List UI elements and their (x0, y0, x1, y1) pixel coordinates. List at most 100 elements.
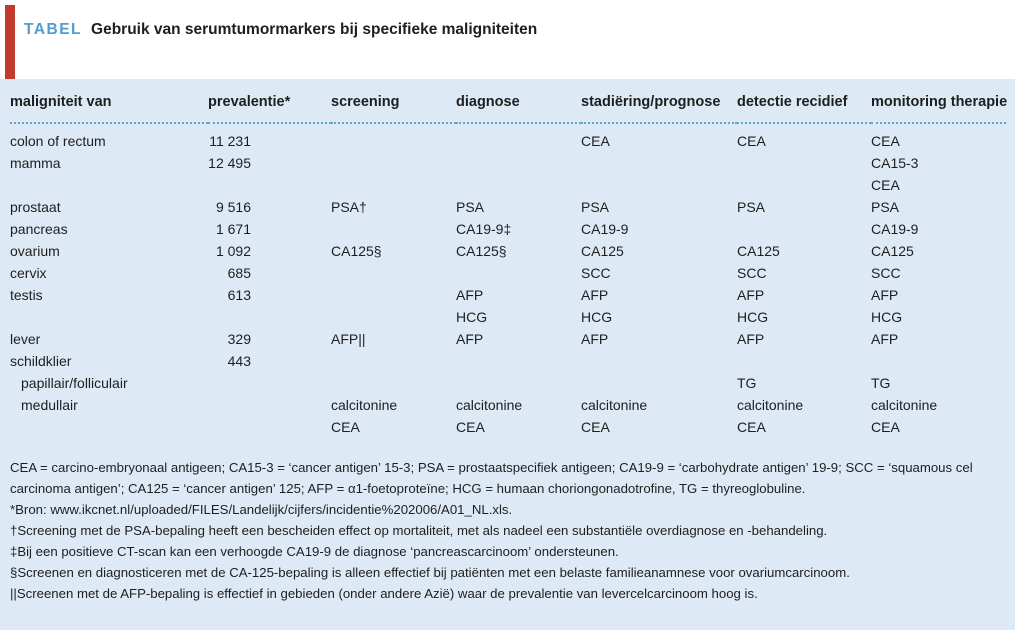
cell-screening (331, 350, 456, 372)
cell-stadiering: calcitonine (581, 397, 648, 413)
cell-screening (331, 218, 456, 240)
footnotes-block: CEA = carcino-embryonaal antigeen; CA15-… (10, 457, 1010, 604)
cell-stadiering: SCC (581, 265, 611, 281)
cell-screening (331, 174, 456, 196)
column-header-detectie: detectie recidief (737, 88, 871, 124)
footnote: §Screenen en diagnosticeren met de CA-12… (10, 565, 850, 580)
column-header-maligniteit: maligniteit van (10, 88, 208, 124)
cell-diagnose (456, 123, 581, 152)
cell-monitoring: calcitonine (871, 397, 938, 413)
cell-stadiering: CA125 (581, 243, 624, 259)
table-row: testis 613 AFP AFP AFP AFP (10, 284, 1006, 306)
cell-detectie (737, 350, 871, 372)
cell-detectie (737, 174, 871, 196)
cell-screening: AFP|| (331, 331, 366, 347)
cell-monitoring (871, 350, 1006, 372)
cell-prevalentie: 443 (227, 353, 251, 369)
cell-diagnose: AFP (456, 331, 484, 347)
table-header: maligniteit van prevalentie* screening diag… (10, 88, 1007, 124)
cell-prevalentie (208, 174, 331, 196)
cell-monitoring: CEA (871, 419, 900, 435)
cell-maligniteit: ovarium (10, 243, 60, 259)
cell-diagnose (456, 152, 581, 174)
cell-prevalentie: 9 516 (215, 199, 251, 215)
cell-prevalentie: 12 495 (208, 155, 251, 171)
table-row: CEA (10, 174, 1006, 196)
cell-diagnose: CA19-9‡ (456, 221, 512, 237)
cell-monitoring: CEA (871, 177, 900, 193)
cell-monitoring: AFP (871, 287, 899, 303)
cell-stadiering: CA19-9 (581, 221, 629, 237)
cell-stadiering: HCG (581, 309, 613, 325)
column-header-stadiering: stadiëring/prognose (581, 88, 737, 124)
cell-maligniteit: cervix (10, 265, 47, 281)
table-row: colon of rectum 11 231 CEA CEA CEA (10, 123, 1006, 152)
cell-maligniteit: colon of rectum (10, 133, 106, 149)
table-row: papillair/folliculair TG TG (10, 372, 1006, 394)
cell-screening (331, 152, 456, 174)
cell-diagnose (456, 350, 581, 372)
cell-detectie (737, 152, 871, 174)
cell-maligniteit (10, 416, 208, 438)
red-accent-bar (5, 5, 15, 79)
cell-stadiering (581, 372, 737, 394)
cell-maligniteit: lever (10, 331, 41, 347)
table-row: lever 329 AFP|| AFP AFP AFP AFP (10, 328, 1006, 350)
cell-stadiering: CEA (581, 133, 610, 149)
cell-prevalentie: 613 (227, 287, 251, 303)
cell-screening: CA125§ (331, 243, 382, 259)
tabel-label: TABEL (24, 21, 83, 38)
cell-detectie (737, 218, 871, 240)
cell-prevalentie (208, 372, 331, 394)
cell-prevalentie: 1 671 (215, 221, 251, 237)
cell-monitoring: TG (871, 375, 891, 391)
cell-stadiering: CEA (581, 419, 610, 435)
table-row: pancreas 1 671 CA19-9‡ CA19-9 CA19-9 (10, 218, 1006, 240)
cell-prevalentie: 329 (227, 331, 251, 347)
cell-monitoring: CEA (871, 133, 900, 149)
cell-diagnose (456, 372, 581, 394)
cell-screening (331, 306, 456, 328)
cell-diagnose: CA125§ (456, 243, 507, 259)
cell-prevalentie (208, 416, 331, 438)
cell-screening (331, 262, 456, 284)
cell-detectie: PSA (737, 199, 766, 215)
column-header-diagnose: diagnose (456, 88, 581, 124)
cell-detectie: SCC (737, 265, 767, 281)
column-header-prevalentie: prevalentie* (208, 88, 331, 124)
cell-maligniteit: schildklier (10, 353, 72, 369)
cell-stadiering (581, 152, 737, 174)
column-header-monitoring: monitoring therapie (871, 88, 1007, 124)
cell-detectie: AFP (737, 287, 765, 303)
cell-detectie: CEA (737, 419, 766, 435)
table-row: medullair calcitonine calcitonine calcitoni… (10, 394, 1006, 416)
cell-maligniteit: mamma (10, 155, 61, 171)
cell-prevalentie (208, 394, 331, 416)
cell-prevalentie (208, 306, 331, 328)
cell-maligniteit: prostaat (10, 199, 61, 215)
table-row: mamma 12 495 CA15-3 (10, 152, 1006, 174)
table-row: prostaat 9 516 PSA† PSA PSA PSA PSA (10, 196, 1006, 218)
cell-prevalentie: 11 231 (209, 133, 251, 149)
cell-detectie: HCG (737, 309, 769, 325)
cell-diagnose: HCG (456, 309, 488, 325)
table-panel: maligniteit van prevalentie* screening diag… (0, 79, 1015, 630)
cell-monitoring: SCC (871, 265, 901, 281)
cell-detectie: CA125 (737, 243, 780, 259)
cell-monitoring: CA15-3 (871, 155, 919, 171)
cell-monitoring: HCG (871, 309, 903, 325)
tumor-markers-table: maligniteit van prevalentie* screening diag… (10, 88, 1007, 438)
footnote: CEA = carcino-embryonaal antigeen; CA15-… (10, 460, 973, 496)
cell-stadiering (581, 350, 737, 372)
footnote: ‡Bij een positieve CT-scan kan een verho… (10, 544, 619, 559)
cell-stadiering: AFP (581, 331, 609, 347)
cell-screening (331, 372, 456, 394)
cell-diagnose: calcitonine (456, 397, 523, 413)
cell-monitoring: AFP (871, 331, 899, 347)
cell-detectie: calcitonine (737, 397, 804, 413)
table-row: CEA CEA CEA CEA CEA (10, 416, 1006, 438)
cell-diagnose: AFP (456, 287, 484, 303)
cell-screening: calcitonine (331, 397, 398, 413)
cell-screening: PSA† (331, 199, 367, 215)
